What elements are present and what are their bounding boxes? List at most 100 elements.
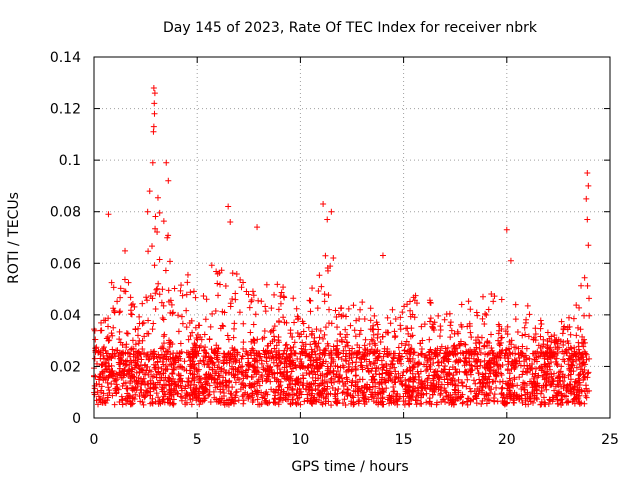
- data-point: [322, 252, 329, 259]
- data-point: [405, 384, 412, 391]
- data-point: [339, 379, 346, 386]
- chart-title: Day 145 of 2023, Rate Of TEC Index for r…: [163, 20, 538, 36]
- data-point: [507, 257, 514, 264]
- data-point: [552, 350, 559, 357]
- data-point: [406, 393, 413, 400]
- data-point: [565, 314, 572, 321]
- data-point: [160, 316, 167, 323]
- data-point: [504, 331, 511, 338]
- data-point: [263, 281, 270, 288]
- data-point: [136, 313, 143, 320]
- data-point: [322, 350, 329, 357]
- data-point: [252, 367, 259, 374]
- data-point: [382, 378, 389, 385]
- data-point: [350, 387, 357, 394]
- data-point: [477, 362, 484, 369]
- data-point: [511, 356, 518, 363]
- y-tick-label: 0.14: [50, 50, 81, 66]
- data-point: [127, 353, 134, 360]
- data-point: [269, 353, 276, 360]
- data-point: [138, 356, 145, 363]
- data-point: [288, 368, 295, 375]
- data-point: [533, 354, 540, 361]
- data-point: [429, 324, 436, 331]
- data-point: [319, 380, 326, 387]
- y-tick-labels: 0 0.02 0.04 0.06 0.08 0.1 0.12 0.14: [50, 50, 81, 427]
- data-point: [177, 363, 184, 370]
- data-point: [145, 317, 152, 324]
- data-point: [240, 400, 247, 407]
- data-point: [271, 323, 278, 330]
- data-point: [567, 344, 574, 351]
- data-point: [418, 323, 425, 330]
- data-point: [174, 390, 181, 397]
- data-point: [563, 346, 570, 353]
- data-point: [505, 355, 512, 362]
- data-point: [221, 354, 228, 361]
- data-point: [410, 363, 417, 370]
- data-point: [144, 351, 151, 358]
- data-point: [131, 395, 138, 402]
- data-point: [498, 348, 505, 355]
- data-point: [315, 391, 322, 398]
- data-point: [560, 356, 567, 363]
- data-point: [187, 333, 194, 340]
- data-point: [195, 395, 202, 402]
- data-point: [421, 384, 428, 391]
- data-point: [285, 391, 292, 398]
- data-point: [252, 311, 259, 318]
- data-point: [390, 355, 397, 362]
- data-point: [281, 373, 288, 380]
- data-point: [253, 380, 260, 387]
- data-point: [442, 353, 449, 360]
- data-point: [426, 395, 433, 402]
- data-point: [247, 329, 254, 336]
- data-point: [200, 292, 207, 299]
- data-point: [155, 394, 162, 401]
- data-point: [335, 378, 342, 385]
- x-tick-label: 10: [291, 432, 309, 448]
- data-point: [238, 355, 245, 362]
- data-point: [179, 320, 186, 327]
- data-point: [493, 384, 500, 391]
- data-point: [401, 347, 408, 354]
- data-point: [403, 338, 410, 345]
- data-point: [343, 358, 350, 365]
- data-point: [441, 376, 448, 383]
- data-point: [410, 383, 417, 390]
- data-point: [277, 369, 284, 376]
- data-point: [534, 380, 541, 387]
- data-point: [229, 270, 236, 277]
- data-point: [164, 349, 171, 356]
- data-point: [364, 381, 371, 388]
- data-point: [262, 308, 269, 315]
- data-point: [255, 297, 262, 304]
- data-point: [423, 363, 430, 370]
- data-point: [352, 363, 359, 370]
- data-point: [584, 370, 591, 377]
- data-point: [251, 383, 258, 390]
- data-point: [249, 345, 256, 352]
- data-point: [468, 348, 475, 355]
- data-point: [110, 324, 117, 331]
- data-point: [365, 396, 372, 403]
- data-point: [542, 371, 549, 378]
- data-point: [289, 386, 296, 393]
- data-point: [143, 388, 150, 395]
- data-point: [455, 356, 462, 363]
- data-point: [461, 341, 468, 348]
- data-point: [168, 386, 175, 393]
- data-point: [239, 393, 246, 400]
- data-point: [277, 382, 284, 389]
- data-point: [576, 304, 583, 311]
- data-point: [435, 374, 442, 381]
- data-point: [220, 374, 227, 381]
- data-point: [564, 324, 571, 331]
- data-point: [296, 389, 303, 396]
- data-point: [146, 355, 153, 362]
- data-point: [108, 279, 115, 286]
- y-tick-label: 0.04: [50, 308, 81, 324]
- data-point: [232, 296, 239, 303]
- data-point: [261, 395, 268, 402]
- data-point: [100, 390, 107, 397]
